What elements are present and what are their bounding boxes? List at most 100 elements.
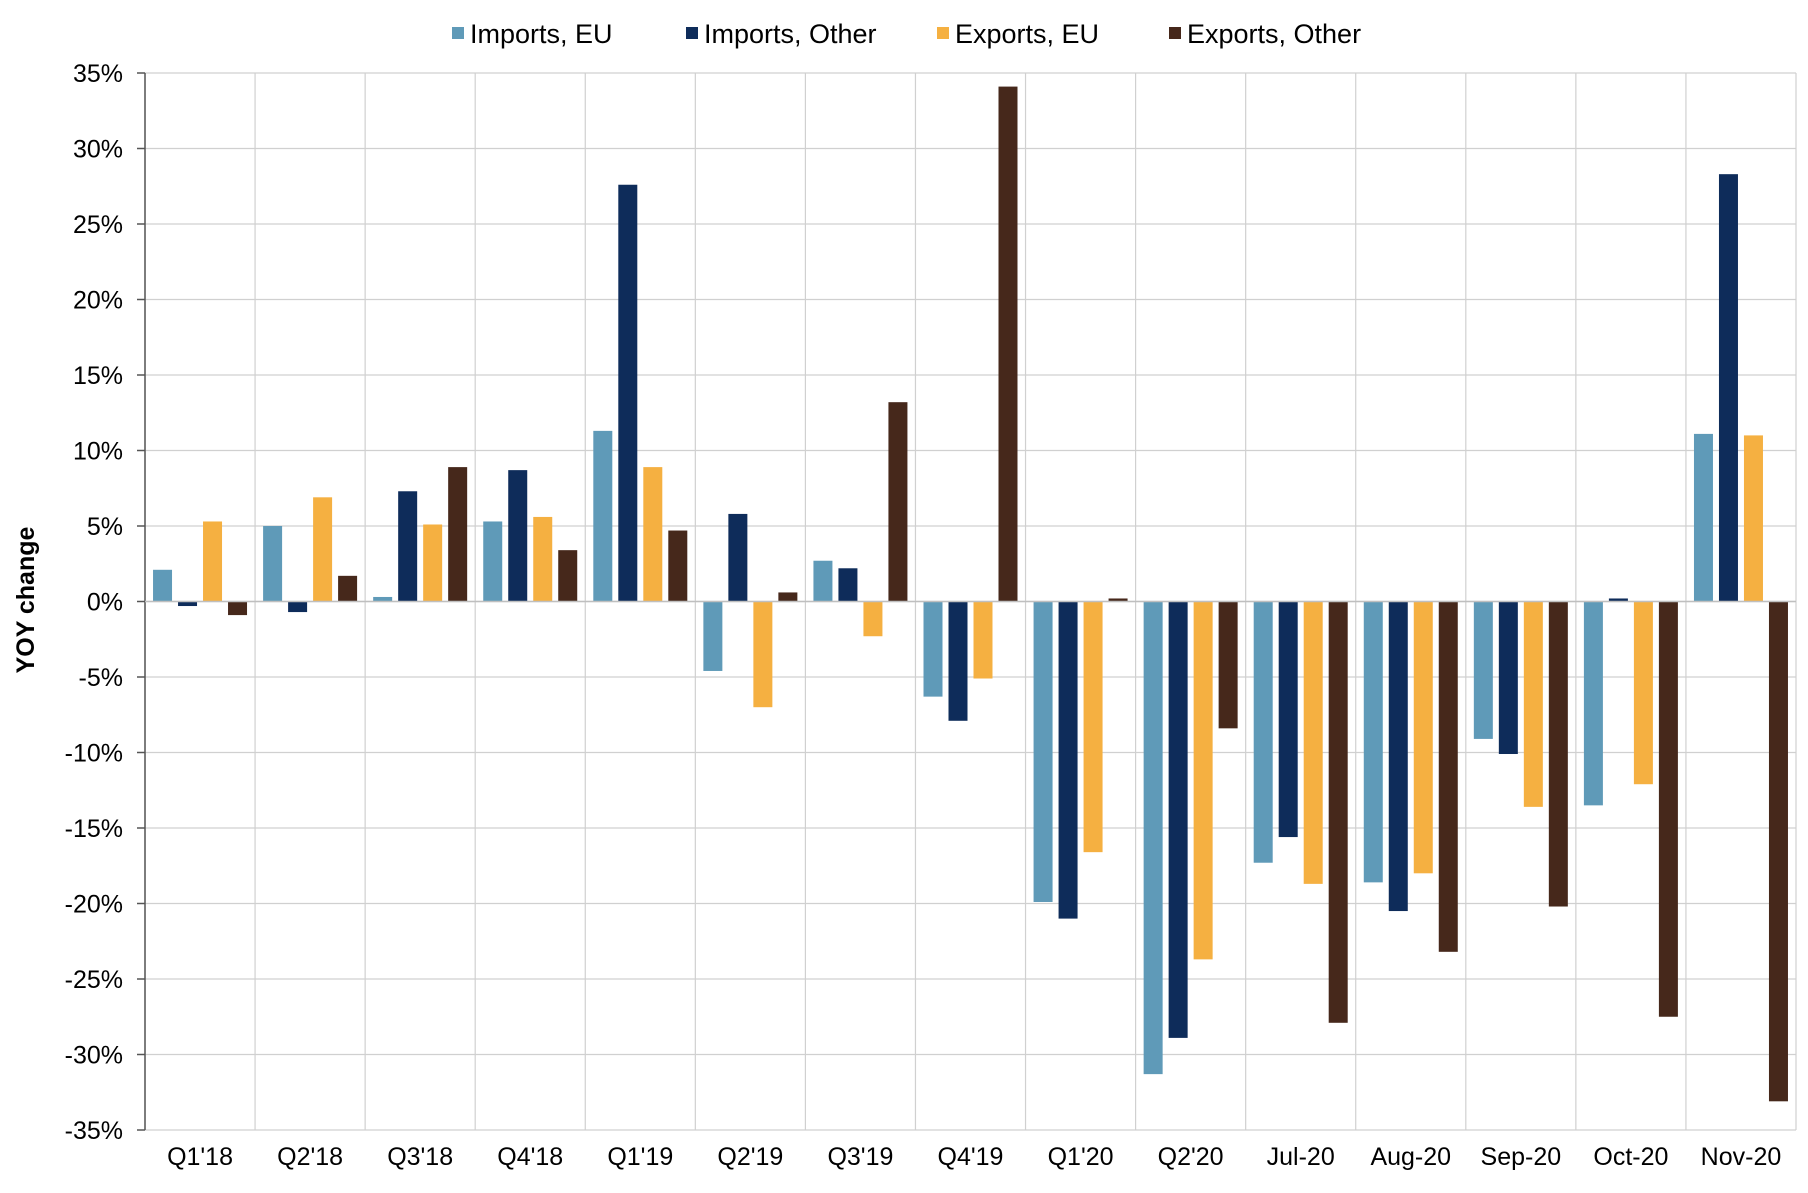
bar-exports-other-q1-19 [668, 530, 688, 602]
bar-imports-other-q3-18 [398, 491, 418, 602]
bar-imports-eu-q3-19 [813, 560, 833, 602]
x-tick-label: Aug-20 [1370, 1143, 1451, 1171]
legend: Imports, EU Imports, Other Exports, EU Expo… [452, 19, 1361, 49]
bar-exports-eu-q1-20 [1083, 601, 1103, 853]
bar-exports-eu-q3-19 [863, 601, 883, 637]
y-tick-label: -5% [79, 664, 123, 692]
x-tick-label: Jul-20 [1267, 1143, 1335, 1171]
axes [137, 72, 1796, 1131]
x-tick-label: Sep-20 [1481, 1143, 1562, 1171]
y-tick-label: 20% [73, 287, 123, 315]
y-tick-labels: -35% -30% -25% -20% -15% -10% -5% 0% 5% 10% 15% 20%… [65, 60, 123, 1145]
y-tick-label: -15% [65, 815, 123, 843]
bar-exports-other-q4-18 [558, 550, 578, 602]
bar-imports-other-q2-18 [288, 601, 308, 613]
bar-imports-eu-q1-18 [153, 569, 173, 602]
y-axis-title: YOY change [12, 527, 40, 674]
x-tick-label: Q4'18 [497, 1143, 563, 1171]
y-tick-label: 0% [87, 589, 123, 617]
legend-label: Exports, EU [955, 19, 1099, 49]
bar-imports-eu-q1-19 [593, 430, 613, 602]
bar-imports-eu-q2-20 [1143, 601, 1163, 1075]
bar-imports-eu-aug-20 [1363, 601, 1383, 883]
bar-exports-other-q1-18 [228, 601, 248, 616]
bar-imports-eu-q2-19 [703, 601, 723, 671]
bar-imports-eu-q1-20 [1033, 601, 1053, 902]
legend-swatch [452, 27, 464, 39]
y-tick-label: 25% [73, 211, 123, 239]
legend-label: Exports, Other [1187, 19, 1361, 49]
bar-imports-eu-sep-20 [1473, 601, 1493, 739]
x-tick-label: Q3'19 [827, 1143, 893, 1171]
bar-imports-other-q1-19 [618, 184, 638, 602]
bar-exports-eu-nov-20 [1743, 435, 1763, 602]
bar-imports-eu-q3-18 [373, 596, 393, 602]
bar-imports-other-aug-20 [1388, 601, 1408, 912]
bars [153, 86, 1788, 1102]
bar-exports-eu-q4-18 [533, 516, 553, 602]
bar-imports-other-q2-19 [728, 513, 748, 602]
y-tick-label: 35% [73, 60, 123, 88]
bar-imports-other-sep-20 [1498, 601, 1518, 755]
bar-imports-other-oct-20 [1608, 598, 1628, 602]
bar-exports-eu-q3-18 [423, 524, 443, 602]
x-tick-label: Q2'18 [277, 1143, 343, 1171]
y-tick-label: -20% [65, 891, 123, 919]
bar-exports-other-jul-20 [1328, 601, 1348, 1023]
bar-imports-eu-oct-20 [1583, 601, 1603, 806]
x-tick-label: Q1'19 [607, 1143, 673, 1171]
bar-exports-other-aug-20 [1438, 601, 1458, 952]
bar-imports-eu-jul-20 [1253, 601, 1273, 863]
bar-imports-other-q4-19 [948, 601, 968, 721]
x-tick-labels: Q1'18 Q2'18 Q3'18 Q4'18 Q1'19 Q2'19 Q3'19 Q4'19… [167, 1143, 1781, 1171]
bar-exports-other-sep-20 [1548, 601, 1568, 907]
bar-exports-eu-q1-18 [203, 521, 223, 602]
y-tick-label: 10% [73, 438, 123, 466]
legend-swatch [1169, 27, 1181, 39]
bar-imports-other-q3-19 [838, 568, 858, 602]
y-tick-label: 5% [87, 513, 123, 541]
bar-imports-other-q4-18 [508, 470, 528, 602]
y-tick-label: -25% [65, 966, 123, 994]
bar-exports-other-q3-18 [448, 467, 468, 602]
bar-exports-other-q2-19 [778, 592, 798, 602]
legend-label: Imports, EU [470, 19, 613, 49]
x-tick-label: Q2'19 [717, 1143, 783, 1171]
bar-exports-eu-jul-20 [1303, 601, 1323, 884]
bar-imports-eu-q4-18 [483, 521, 503, 602]
bar-imports-other-q2-20 [1168, 601, 1188, 1038]
bar-imports-eu-q2-18 [263, 526, 283, 602]
bar-imports-eu-q4-19 [923, 601, 943, 697]
x-tick-label: Oct-20 [1593, 1143, 1668, 1171]
bar-imports-eu-nov-20 [1693, 433, 1713, 602]
bar-exports-eu-q2-18 [313, 497, 333, 602]
x-tick-label: Q1'18 [167, 1143, 233, 1171]
bar-exports-eu-q4-19 [973, 601, 993, 679]
x-tick-label: Q2'20 [1158, 1143, 1224, 1171]
bar-exports-other-q2-20 [1218, 601, 1238, 729]
bar-exports-eu-aug-20 [1413, 601, 1433, 874]
bar-imports-other-jul-20 [1278, 601, 1298, 838]
bar-exports-eu-q2-20 [1193, 601, 1213, 960]
bar-exports-other-nov-20 [1768, 601, 1788, 1102]
x-tick-label: Nov-20 [1701, 1143, 1782, 1171]
bar-exports-other-q4-19 [998, 86, 1018, 602]
legend-label: Imports, Other [704, 19, 877, 49]
y-tick-label: -30% [65, 1042, 123, 1070]
x-tick-label: Q1'20 [1048, 1143, 1114, 1171]
bar-exports-other-q2-18 [338, 575, 358, 602]
legend-swatch [937, 27, 949, 39]
bar-exports-eu-q2-19 [753, 601, 773, 708]
x-tick-label: Q3'18 [387, 1143, 453, 1171]
bar-imports-other-nov-20 [1718, 174, 1738, 602]
y-tick-label: -10% [65, 740, 123, 768]
y-tick-label: 15% [73, 362, 123, 390]
bar-exports-eu-q1-19 [643, 467, 663, 602]
bar-exports-other-q1-20 [1108, 598, 1128, 602]
y-tick-label: -35% [65, 1117, 123, 1145]
bar-exports-other-oct-20 [1658, 601, 1678, 1017]
bar-exports-eu-sep-20 [1523, 601, 1543, 807]
legend-swatch [686, 27, 698, 39]
